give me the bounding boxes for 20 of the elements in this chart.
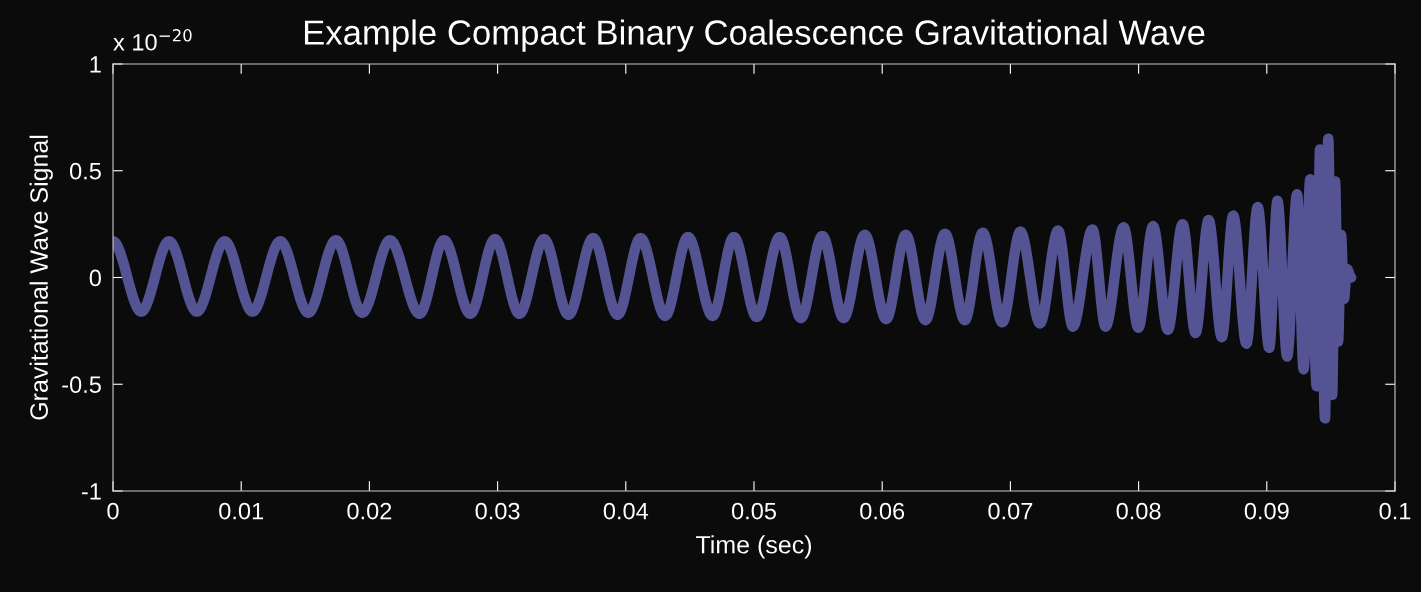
y-tick-label: 0.5 [69, 162, 101, 180]
x-tick-label: 0.05 [731, 502, 776, 520]
x-axis-title: Time (sec) [696, 535, 812, 559]
x-tick-label: 0.03 [475, 502, 520, 520]
x-tick-label: 0.04 [603, 502, 649, 520]
x-tick-label: 0.08 [1116, 502, 1161, 520]
x-tick-label: 0.06 [860, 502, 905, 520]
y-tick-label: -0.5 [62, 376, 101, 394]
chart-title: Example Compact Binary Coalescence Gravitational Wave [304, 19, 1205, 52]
y-tick-label: -1 [81, 483, 101, 500]
text: x 10$^{−20}$ [113, 29, 192, 51]
y-axis-title: Gravitational Wave Signal [29, 135, 53, 420]
x-tick-label: 0.07 [988, 502, 1033, 520]
x-tick-label: 0.02 [347, 502, 392, 520]
x-tick-label: 0.01 [219, 502, 264, 520]
x-tick-label: 0 [107, 502, 119, 520]
y-tick-label: 0 [89, 269, 101, 287]
x-tick-label: 0.09 [1244, 502, 1289, 520]
x-tick-label: 0.1 [1379, 502, 1411, 520]
y-tick-label: 1 [90, 56, 101, 73]
